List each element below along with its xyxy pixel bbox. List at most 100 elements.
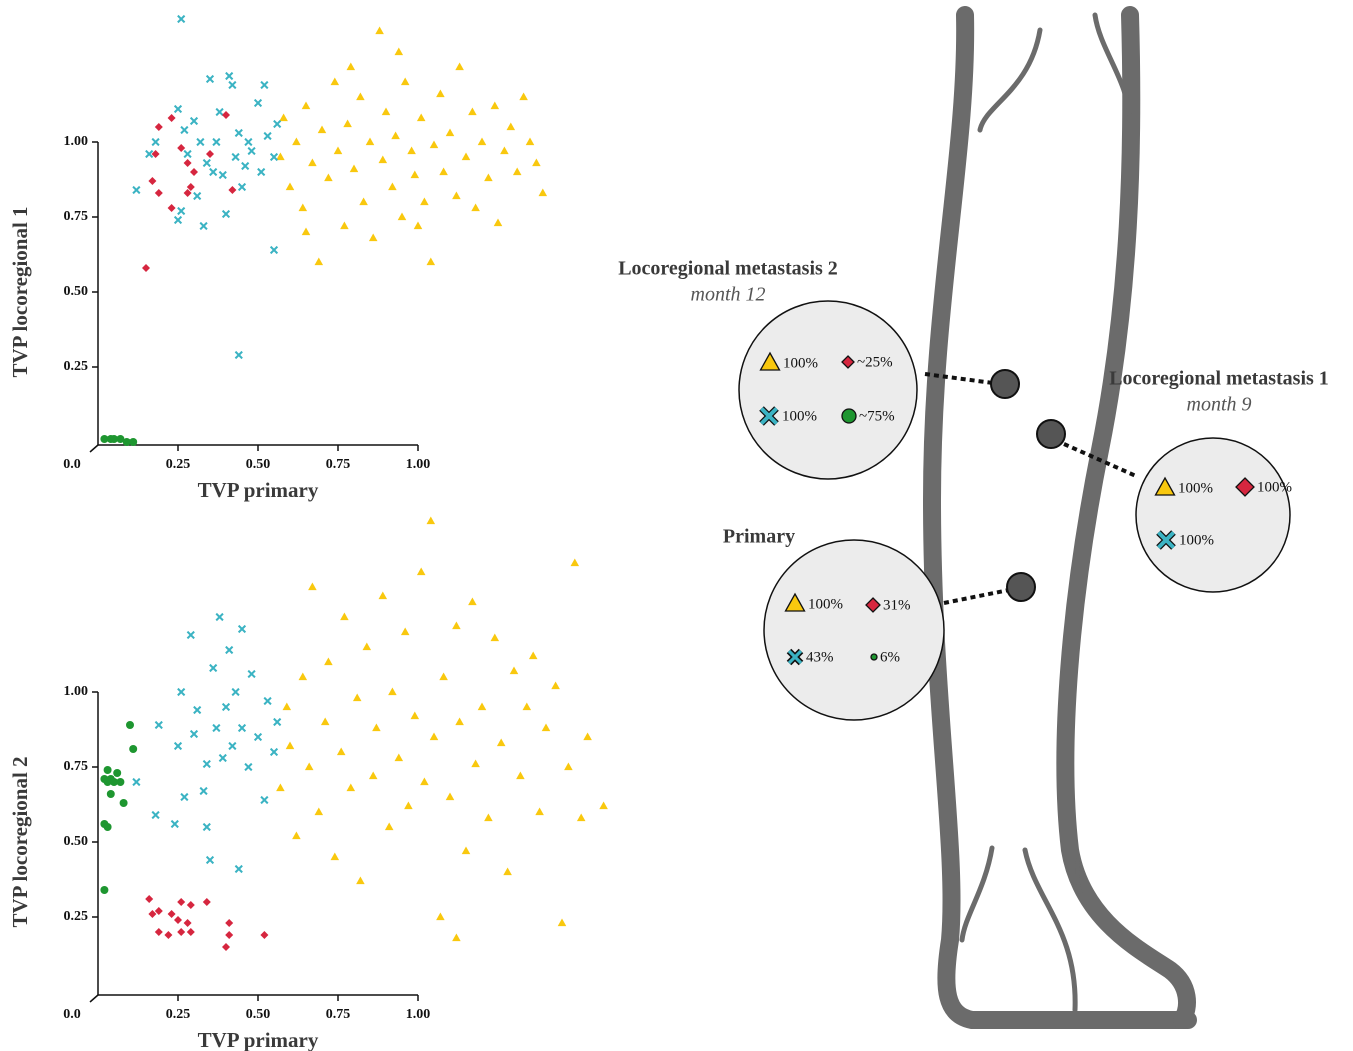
triangle-marker xyxy=(331,853,340,861)
triangle-marker xyxy=(491,102,500,110)
triangle-marker xyxy=(286,183,295,191)
site-entry-label: 100% xyxy=(1257,479,1292,495)
x-marker xyxy=(178,689,185,696)
x-marker xyxy=(255,734,262,741)
triangle-marker xyxy=(407,147,416,155)
x-marker xyxy=(219,172,226,179)
x-marker xyxy=(210,665,217,672)
y-tick-label: 0.50 xyxy=(64,284,89,299)
x-marker xyxy=(226,73,233,80)
x-marker xyxy=(239,725,246,732)
diamond-marker xyxy=(168,910,176,918)
triangle-marker xyxy=(308,159,317,167)
x-marker xyxy=(178,208,185,215)
site-subtitle: month 9 xyxy=(1187,394,1252,416)
triangle-marker xyxy=(375,27,384,35)
tumor xyxy=(1007,573,1035,601)
x-marker xyxy=(239,184,246,191)
triangle-marker xyxy=(452,934,461,942)
triangle-marker xyxy=(340,222,349,230)
x-marker xyxy=(239,626,246,633)
y-tick-label: 0.75 xyxy=(64,209,89,224)
triangle-marker xyxy=(286,742,295,750)
circle-marker xyxy=(113,769,121,777)
x-axis-label: TVP primary xyxy=(198,478,319,502)
triangle-marker xyxy=(411,712,420,720)
x-marker xyxy=(258,169,265,176)
site-entry-label: 6% xyxy=(880,649,900,665)
leg-vein xyxy=(962,848,992,940)
triangle-marker xyxy=(388,183,397,191)
diamond-marker xyxy=(206,150,214,158)
triangle-marker xyxy=(529,652,538,660)
circle-marker xyxy=(129,745,137,753)
triangle-marker xyxy=(350,165,359,173)
triangle-marker xyxy=(599,802,608,810)
triangle-marker xyxy=(308,583,317,591)
triangle-marker xyxy=(299,673,308,681)
triangle-marker xyxy=(471,760,480,768)
x-marker xyxy=(219,755,226,762)
x-marker xyxy=(152,812,159,819)
triangle-marker xyxy=(510,667,519,675)
diamond-marker xyxy=(225,919,233,927)
triangle-marker xyxy=(372,724,381,732)
diamond-marker xyxy=(222,111,230,119)
site-subtitle: month 12 xyxy=(691,284,766,306)
circle-marker xyxy=(104,823,112,831)
triangle-marker xyxy=(302,102,311,110)
diamond-marker xyxy=(177,144,185,152)
triangle-marker xyxy=(356,877,365,885)
triangle-marker xyxy=(462,847,471,855)
triangle-marker xyxy=(523,703,532,711)
circle-marker xyxy=(107,790,115,798)
triangle-marker xyxy=(427,517,436,525)
diamond-marker xyxy=(164,931,172,939)
site-entry-label: ~25% xyxy=(857,354,893,370)
x-axis-label: TVP primary xyxy=(198,1028,319,1051)
site-entry-label: 43% xyxy=(806,649,834,665)
x-marker xyxy=(175,743,182,750)
x-marker xyxy=(261,82,268,89)
x-marker xyxy=(203,160,210,167)
x-tick-label: 0.75 xyxy=(326,457,351,472)
triangle-marker xyxy=(455,63,464,71)
x-marker xyxy=(232,689,239,696)
x-tick-label: 0.75 xyxy=(326,1007,351,1022)
triangle-marker xyxy=(299,204,308,212)
x-marker xyxy=(223,704,230,711)
x-marker xyxy=(255,100,262,107)
triangle-marker xyxy=(551,682,560,690)
triangle-marker xyxy=(379,592,388,600)
tumor-sites xyxy=(991,370,1065,601)
triangle-marker xyxy=(500,147,509,155)
triangle-marker xyxy=(436,90,445,98)
triangle-marker xyxy=(526,138,535,146)
triangle-marker xyxy=(439,673,448,681)
axis-corner xyxy=(90,995,98,1002)
triangle-marker xyxy=(292,832,301,840)
y-tick-label: 1.00 xyxy=(64,134,89,149)
triangle-marker xyxy=(305,763,314,771)
triangle-marker xyxy=(359,198,368,206)
triangle-marker xyxy=(340,613,349,621)
x-marker xyxy=(133,779,140,786)
site-circle xyxy=(739,301,917,479)
triangle-marker xyxy=(532,159,541,167)
site-entry-label: 100% xyxy=(783,355,818,371)
triangle-marker xyxy=(478,703,487,711)
x-marker xyxy=(235,866,242,873)
triangle-marker xyxy=(321,718,330,726)
site-entry-label: 100% xyxy=(782,408,817,424)
x-marker xyxy=(155,722,162,729)
triangle-marker xyxy=(331,78,340,86)
x-tick-label: 0.25 xyxy=(166,457,191,472)
figure: 0.00.250.500.751.000.250.500.751.00TVP p… xyxy=(0,0,1353,1051)
diamond-marker xyxy=(155,189,163,197)
triangle-marker xyxy=(318,126,327,134)
triangle-marker xyxy=(539,189,548,197)
y-tick-label: 0.25 xyxy=(64,909,89,924)
x-marker xyxy=(184,151,191,158)
triangle-marker xyxy=(513,168,522,176)
x-marker xyxy=(271,749,278,756)
